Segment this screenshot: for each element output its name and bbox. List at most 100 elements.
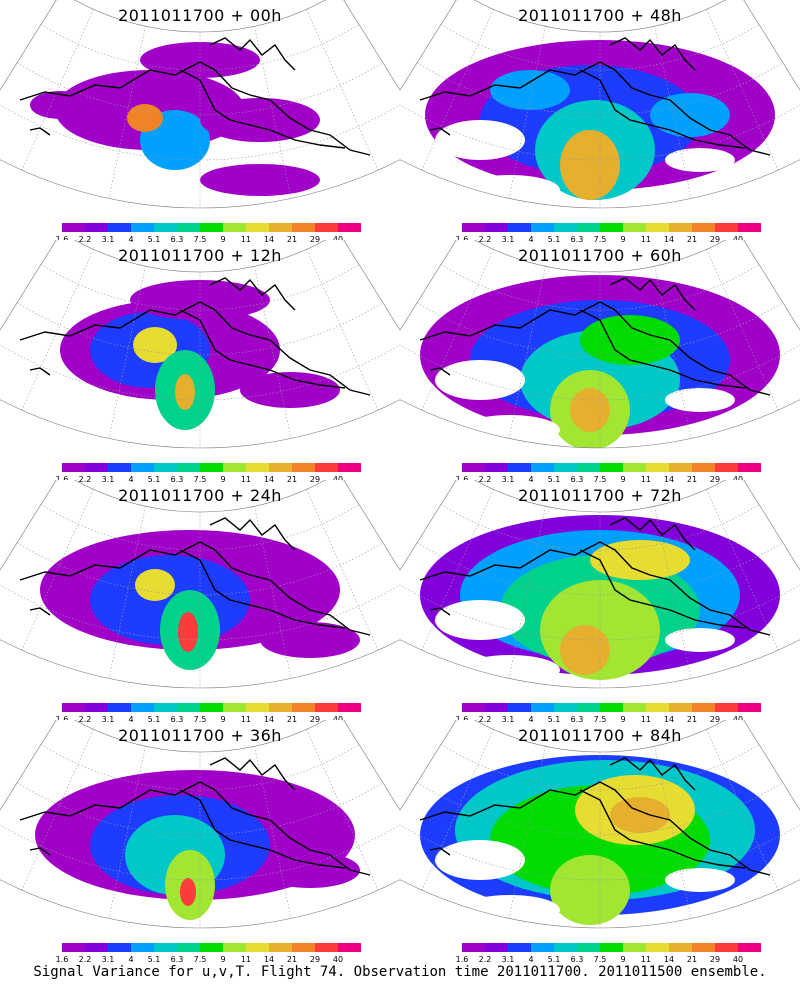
- colorbar-label: 3.1: [502, 715, 515, 724]
- contour-region: [200, 164, 320, 196]
- contour-region: [260, 622, 360, 658]
- colorbar-swatch: [738, 463, 761, 472]
- colorbar-swatch: [508, 943, 531, 952]
- colorbar-label: 5.1: [148, 475, 161, 484]
- map-panel: 1.62.23.145.16.37.5911142129402011011700…: [0, 240, 400, 485]
- variance-field: [0, 480, 400, 688]
- figure-caption: Signal Variance for u,v,T. Flight 74. Ob…: [33, 964, 767, 980]
- colorbar-label: 3.1: [502, 955, 515, 964]
- colorbar-label: 4: [528, 475, 533, 484]
- colorbar-swatch: [131, 703, 154, 712]
- colorbar-swatch: [577, 703, 600, 712]
- colorbar-swatch: [577, 223, 600, 232]
- colorbar-label: 7.5: [194, 715, 207, 724]
- contour-region: [260, 852, 360, 888]
- coastline: [19, 277, 371, 396]
- contour-region: [580, 315, 680, 365]
- colorbar-swatch: [154, 223, 177, 232]
- colorbar-label: 3.1: [102, 955, 115, 964]
- colorbar-swatch: [223, 463, 246, 472]
- contour-region: [175, 374, 195, 410]
- colorbar-swatch: [85, 703, 108, 712]
- colorbar-label: 7.5: [594, 475, 607, 484]
- map-boundary: [400, 480, 800, 689]
- colorbar-label: 29: [310, 235, 320, 244]
- colorbar-label: 4: [128, 475, 133, 484]
- colorbar-swatch: [292, 943, 315, 952]
- panel-title: 2011011700 + 72h: [518, 486, 682, 505]
- colorbar-swatch: [715, 703, 738, 712]
- colorbar-swatch: [715, 943, 738, 952]
- contour-region: [200, 98, 320, 142]
- colorbar-swatch: [62, 223, 85, 232]
- colorbar-label: 5.1: [548, 235, 561, 244]
- contour-region: [560, 130, 620, 200]
- contour-region: [550, 855, 630, 925]
- colorbar-swatch: [338, 703, 361, 712]
- colorbar-swatch: [246, 463, 269, 472]
- colorbar-label: 29: [310, 955, 320, 964]
- colorbar-label: 11: [641, 235, 651, 244]
- colorbar-swatch: [292, 223, 315, 232]
- colorbar-swatch: [692, 463, 715, 472]
- contour-region: [180, 878, 196, 906]
- map-boundary: [0, 720, 400, 929]
- colorbar-label: 9: [620, 235, 625, 244]
- colorbar-label: 5.1: [148, 955, 161, 964]
- colorbar-label: 3.1: [102, 715, 115, 724]
- colorbar-label: 21: [287, 955, 297, 964]
- colorbar-swatch: [200, 463, 223, 472]
- colorbar-label: 11: [641, 715, 651, 724]
- colorbar-swatch: [738, 703, 761, 712]
- colorbar-label: 4: [128, 715, 133, 724]
- colorbar-swatch: [623, 943, 646, 952]
- colorbar-label: 7.5: [194, 475, 207, 484]
- colorbar-label: 2.2: [479, 715, 492, 724]
- colorbar-swatch: [177, 463, 200, 472]
- colorbar-label: 6.3: [571, 235, 584, 244]
- colorbar-swatch: [462, 703, 485, 712]
- colorbar-swatch: [131, 463, 154, 472]
- colorbar-swatch: [338, 463, 361, 472]
- colorbar-swatch: [269, 703, 292, 712]
- colorbar-swatch: [600, 223, 623, 232]
- colorbar-label: 4: [528, 235, 533, 244]
- contour-region: [133, 327, 177, 363]
- colorbar-swatch: [531, 703, 554, 712]
- colorbar-label: 11: [241, 475, 251, 484]
- colorbar-label: 4: [128, 955, 133, 964]
- panel-title: 2011011700 + 00h: [118, 6, 282, 25]
- colorbar-label: 29: [310, 475, 320, 484]
- panel-title: 2011011700 + 84h: [518, 726, 682, 745]
- colorbar-label: 4: [528, 955, 533, 964]
- map-boundary: [400, 240, 800, 449]
- colorbar-label: 21: [287, 715, 297, 724]
- colorbar-label: 6.3: [571, 955, 584, 964]
- colorbar-label: 2.2: [479, 235, 492, 244]
- colorbar-swatch: [269, 223, 292, 232]
- colorbar-label: 21: [687, 715, 697, 724]
- colorbar-label: 14: [264, 475, 274, 484]
- colorbar-swatch: [462, 943, 485, 952]
- colorbar-swatch: [577, 463, 600, 472]
- colorbar-swatch: [246, 943, 269, 952]
- coastline: [19, 517, 371, 636]
- map-boundary: [0, 240, 400, 449]
- colorbar-label: 6.3: [171, 235, 184, 244]
- colorbar-label: 2.2: [79, 715, 92, 724]
- colorbar-swatch: [200, 223, 223, 232]
- colorbar-label: 5.1: [548, 475, 561, 484]
- map-boundary: [0, 0, 400, 209]
- colorbar-label: 21: [687, 475, 697, 484]
- colorbar-swatch: [715, 223, 738, 232]
- colorbar-label: 14: [264, 955, 274, 964]
- colorbar-swatch: [154, 943, 177, 952]
- coastline: [419, 517, 771, 636]
